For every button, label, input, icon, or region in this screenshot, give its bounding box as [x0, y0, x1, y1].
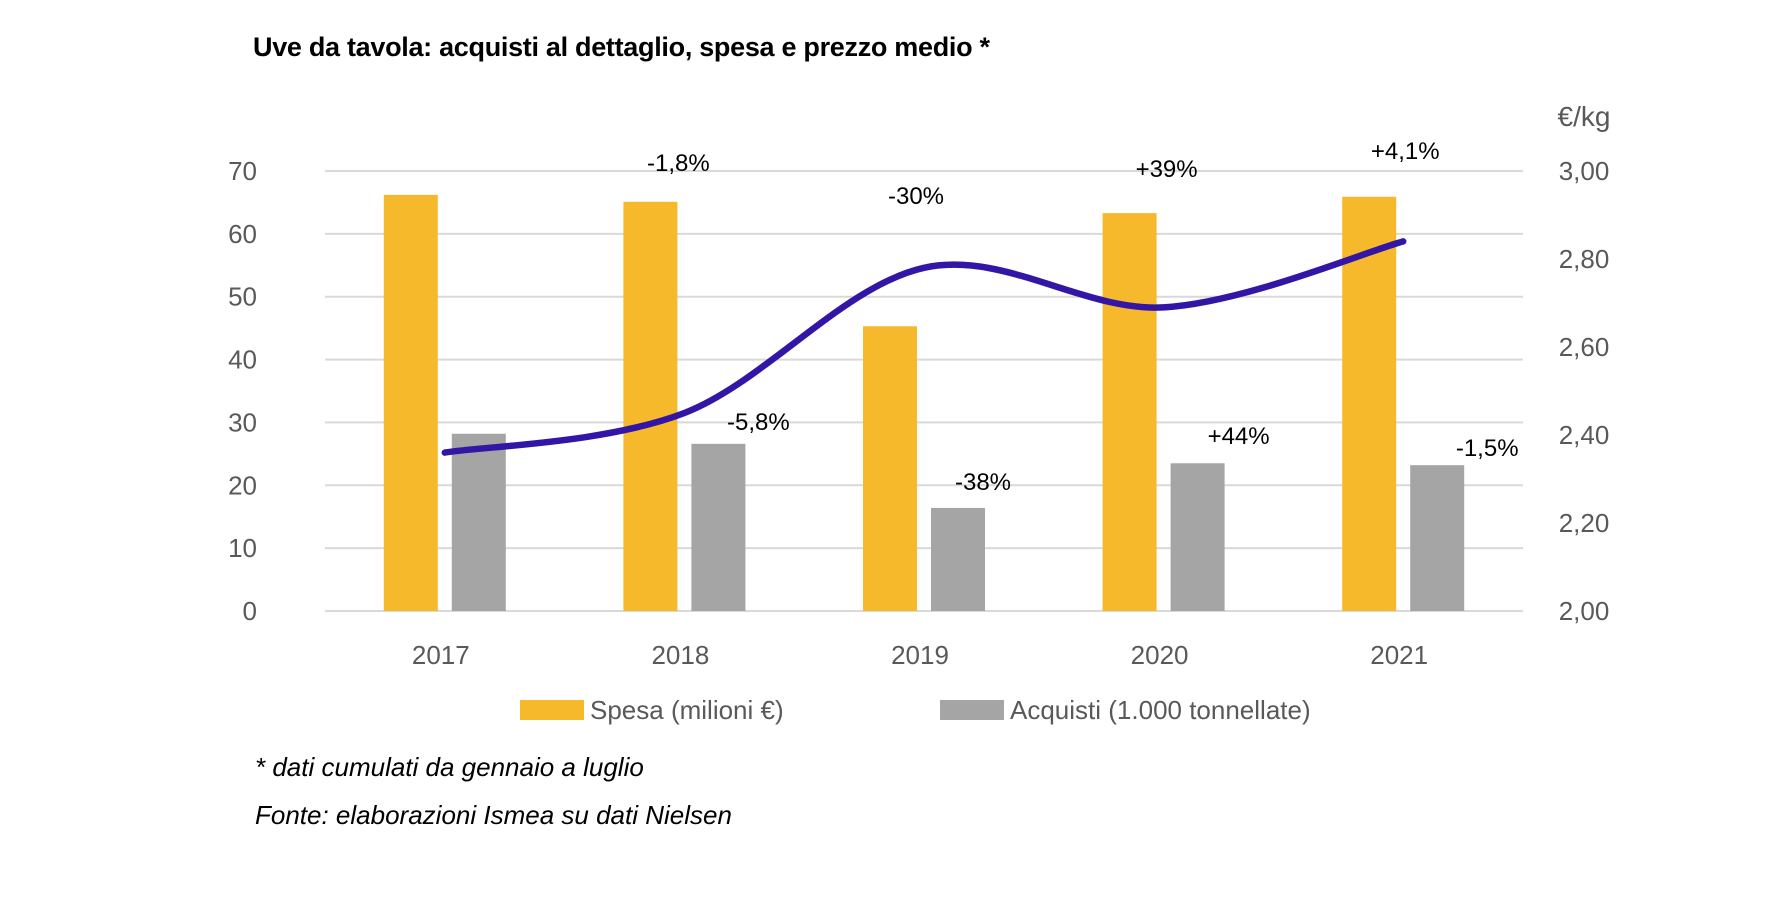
legend: Spesa (milioni €) Acquisti (1.000 tonnel…: [0, 692, 1788, 728]
acquisti-change-label-2019: -38%: [955, 469, 1011, 496]
bar-spesa-2017: [383, 194, 438, 611]
right-axis-unit-label: €/kg: [1558, 101, 1611, 132]
percent-labels: -1,8% -30% +39% +4,1% -5,8% -38% +44% -1,5%: [647, 138, 1519, 496]
bar-acquisti-2017: [451, 433, 506, 611]
chart-title: Uve da tavola: acquisti al dettaglio, sp…: [253, 32, 990, 62]
gridlines: [325, 170, 1523, 612]
legend-item-acquisti: Acquisti (1.000 tonnellate): [940, 692, 1311, 728]
right-tick-label: 2,40: [1559, 420, 1610, 450]
acquisti-change-label-2020: +44%: [1208, 423, 1270, 450]
spesa-change-label-2020: +39%: [1136, 156, 1198, 183]
bar-acquisti-2021: [1410, 465, 1465, 611]
x-tick-label-2019: 2019: [891, 640, 949, 670]
legend-swatch-spesa: [520, 700, 584, 720]
acquisti-change-label-2018: -5,8%: [727, 409, 790, 436]
spesa-change-label-2021: +4,1%: [1371, 138, 1440, 165]
right-tick-label: 2,60: [1559, 332, 1610, 362]
right-tick-label: 3,00: [1559, 156, 1610, 186]
spesa-change-label-2018: -1,8%: [647, 150, 710, 177]
bar-spesa-2020: [1102, 213, 1157, 611]
x-tick-label-2017: 2017: [412, 640, 470, 670]
right-axis: 2,00 2,20 2,40 2,60 2,80 3,00: [1559, 156, 1610, 626]
bar-spesa-2018: [623, 201, 678, 612]
left-tick-label: 60: [228, 219, 257, 249]
bar-spesa-2019: [863, 326, 917, 611]
x-tick-label-2021: 2021: [1370, 640, 1428, 670]
legend-label-acquisti: Acquisti (1.000 tonnellate): [1010, 694, 1311, 725]
bar-acquisti-2019: [931, 507, 985, 611]
spesa-change-label-2019: -30%: [888, 183, 944, 210]
left-tick-label: 40: [228, 345, 257, 375]
price-line: [441, 238, 1407, 456]
left-tick-label: 50: [228, 282, 257, 312]
left-tick-label: 0: [243, 596, 257, 626]
price-line-path: [441, 238, 1407, 456]
acquisti-change-label-2021: -1,5%: [1456, 435, 1519, 462]
bar-acquisti-2018: [691, 443, 746, 611]
x-tick-label-2018: 2018: [651, 640, 709, 670]
legend-swatch-acquisti: [940, 700, 1004, 720]
left-axis: 0 10 20 30 40 50 60 70: [228, 156, 257, 626]
right-tick-label: 2,20: [1559, 508, 1610, 538]
bar-acquisti-2020: [1170, 463, 1225, 611]
right-tick-label: 2,00: [1559, 596, 1610, 626]
right-tick-label: 2,80: [1559, 244, 1610, 274]
left-tick-label: 30: [228, 407, 257, 437]
bars: [383, 194, 1465, 612]
bar-spesa-2021: [1342, 196, 1397, 611]
left-tick-label: 20: [228, 470, 257, 500]
x-axis: 2017 2018 2019 2020 2021: [412, 640, 1428, 670]
legend-item-spesa: Spesa (milioni €): [520, 692, 784, 728]
left-tick-label: 10: [228, 533, 257, 563]
left-tick-label: 70: [228, 156, 257, 186]
x-tick-label-2020: 2020: [1131, 640, 1189, 670]
legend-label-spesa: Spesa (milioni €): [590, 694, 784, 725]
footnote-note: * dati cumulati da gennaio a luglio: [255, 752, 644, 782]
footnote-source: Fonte: elaborazioni Ismea su dati Nielse…: [255, 800, 732, 830]
